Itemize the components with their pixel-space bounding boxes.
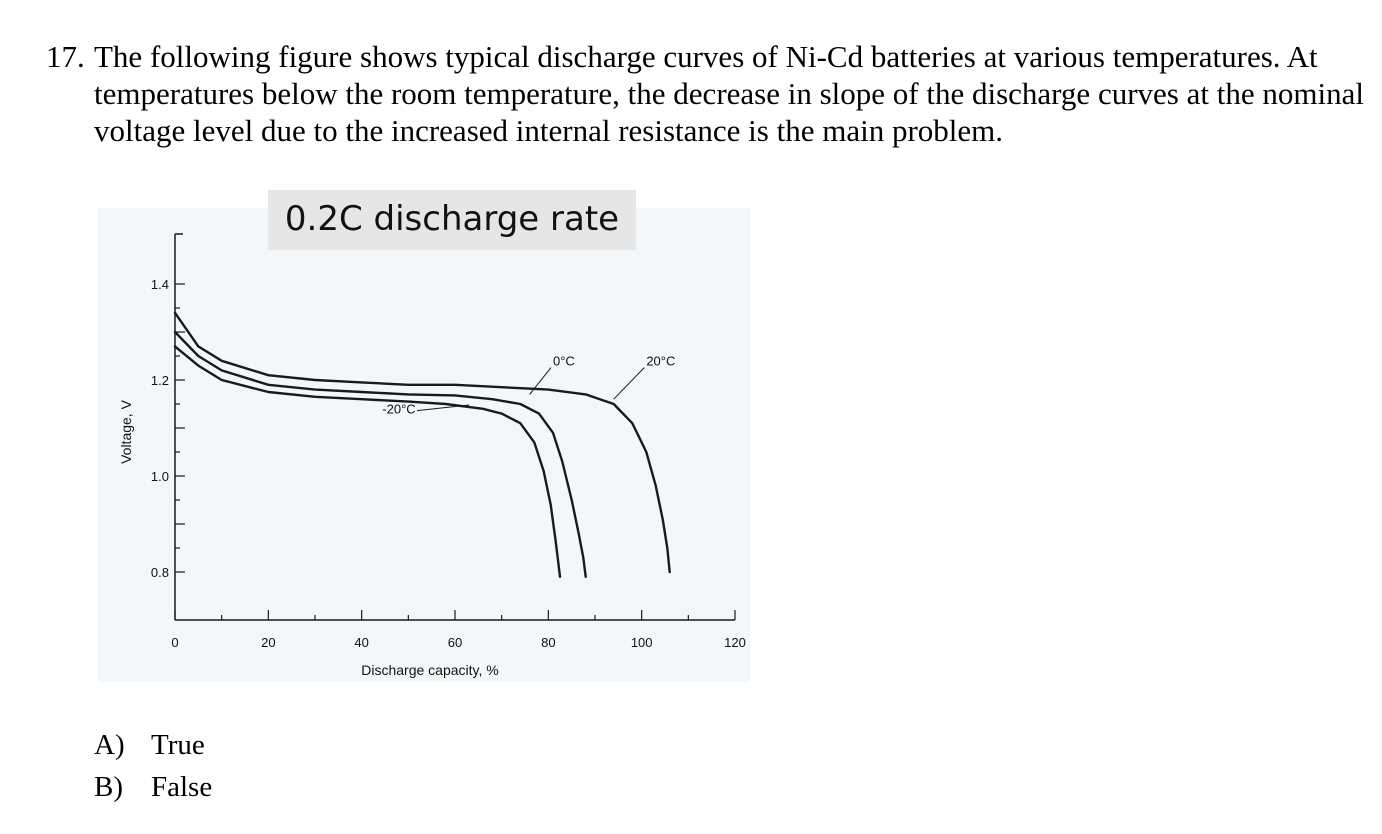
discharge-curve-1: [173, 345, 562, 578]
choice-a-letter: A): [94, 729, 125, 761]
annotation-label: -20°C: [382, 402, 415, 417]
x-tick-label: 100: [631, 635, 653, 650]
question-block: 17. The following figure shows typical d…: [46, 38, 1366, 149]
annotation-leader: [613, 367, 645, 400]
y-axis-label: Voltage, V: [118, 399, 134, 463]
x-tick-label: 60: [448, 635, 462, 650]
discharge-curve-3: [173, 311, 671, 574]
y-tick-label: 0.8: [151, 565, 169, 580]
discharge-curve-2: [173, 330, 587, 578]
x-tick-label: 40: [354, 635, 368, 650]
chart-title: 0.2C discharge rate: [285, 199, 619, 239]
choice-b-label: False: [151, 771, 213, 803]
y-tick-label: 1.0: [151, 469, 169, 484]
x-tick-label: 20: [261, 635, 275, 650]
chart-title-box: [268, 190, 636, 250]
x-tick-label: 0: [171, 635, 178, 650]
discharge-curve-figure: 0.8 1.0 1.2 1.4 0 20 40 60 80 100 120 -20°C 0°C 20°C…: [98, 190, 750, 682]
annotation-leader: [416, 404, 470, 412]
annotation-label: 20°C: [646, 354, 675, 369]
annotation-label: 0°C: [553, 354, 575, 369]
choice-b-letter: B): [94, 771, 123, 803]
question-text: The following figure shows typical disch…: [94, 39, 1364, 148]
chart-axes: 0.8 1.0 1.2 1.4 0 20 40 60 80 100 120: [151, 233, 746, 650]
y-tick-label: 1.4: [151, 277, 169, 292]
choice-a[interactable]: A) True: [94, 724, 212, 766]
x-tick-label: 80: [541, 635, 555, 650]
question-number: 17.: [46, 39, 85, 74]
discharge-chart: 0.8 1.0 1.2 1.4 0 20 40 60 80 100 120 -20°C 0°C 20°C…: [98, 190, 750, 682]
chart-curves: [173, 311, 671, 578]
x-axis-label: Discharge capacity, %: [361, 662, 498, 678]
chart-labels: -20°C 0°C 20°C: [382, 354, 675, 417]
annotation-leader: [529, 367, 552, 395]
choice-a-label: True: [151, 729, 205, 761]
y-tick-label: 1.2: [151, 373, 169, 388]
choice-b[interactable]: B) False: [94, 766, 212, 808]
x-tick-label: 120: [724, 635, 746, 650]
chart-scan-background: [98, 208, 750, 682]
answer-choices: A) True B) False: [94, 724, 212, 808]
